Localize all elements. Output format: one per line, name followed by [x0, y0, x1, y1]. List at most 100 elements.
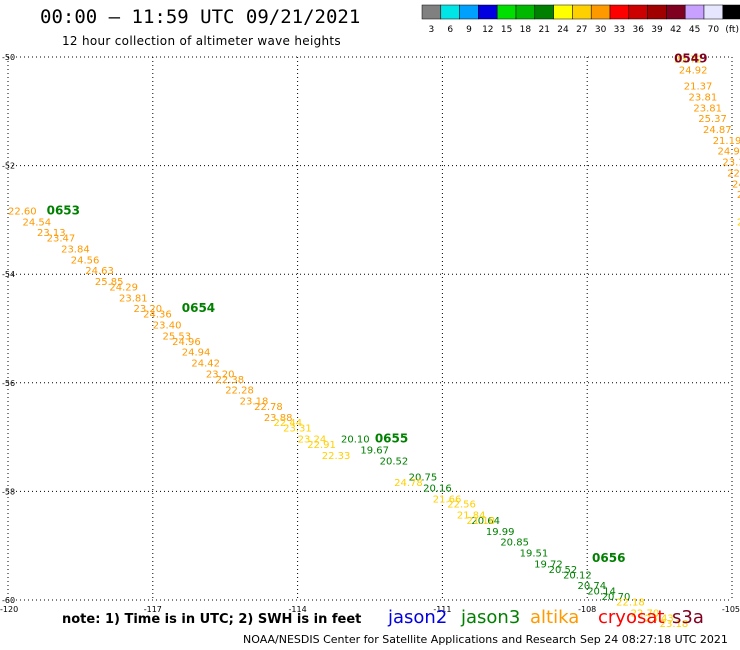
swh-value-label: 21.18 [467, 516, 496, 527]
swh-value-label: 25.37 [698, 114, 727, 125]
swh-value-label: 24.78 [394, 478, 423, 489]
page-title: 00:00 – 11:59 UTC 09/21/2021 [40, 6, 361, 28]
pass-number-label: 0549 [674, 51, 707, 65]
swh-value-label: 20.10 [341, 435, 370, 446]
swh-value-label: 22.43 [727, 168, 740, 179]
swh-value-label: 24.94 [182, 348, 211, 359]
lon-tick-label: -111 [433, 605, 451, 614]
colorbar-label: 39 [651, 25, 663, 35]
swh-value-label: 19.51 [520, 549, 549, 560]
swh-value-label: 23.18 [240, 397, 269, 408]
lon-tick-label: -117 [144, 605, 162, 614]
lon-tick-label: -120 [0, 605, 18, 614]
swh-value-label: 24.92 [679, 65, 708, 76]
page-subtitle: 12 hour collection of altimeter wave hei… [62, 34, 341, 48]
lon-tick-label: -114 [289, 605, 307, 614]
colorbar-label: 12 [482, 25, 493, 35]
swh-value-label: 23.13 [37, 228, 66, 239]
colorbar-label: 24 [557, 25, 569, 35]
colorbar-label: 27 [576, 25, 587, 35]
swh-value-label: 23.40 [153, 321, 182, 332]
swh-value-label: 22.70 [631, 608, 660, 619]
pass-number-label: 0656 [592, 551, 625, 565]
color-scale-legend: 3 6 9 12 15 18 21 24 27 30 33 36 39 42 45 70 (ft) [421, 4, 740, 35]
colorbar-label: (ft) [725, 25, 739, 35]
legend-s3a: s3a [672, 607, 704, 628]
swh-value-label: 23.81 [689, 92, 718, 103]
swh-value-label: 24.54 [22, 217, 51, 228]
swh-value-label: 23.43 [645, 614, 674, 625]
legend-altika: altika [530, 607, 580, 628]
footer-timestamp: Sep 24 08:27:18 UTC 2021 [580, 633, 728, 646]
swh-value-label: 20.52 [380, 456, 409, 467]
swh-value-label: 21.66 [433, 494, 462, 505]
swh-value-label: 22.38 [216, 375, 245, 386]
swh-value-label: 20.52 [549, 565, 578, 576]
swh-value-label: 20.12 [563, 570, 592, 581]
colorbar-label: 6 [447, 25, 453, 35]
colorbar-swatch [722, 4, 740, 20]
swh-value-label: 23.81 [693, 103, 722, 114]
swh-value-label: 22.60 [8, 206, 37, 217]
swh-value-label: 24.96 [172, 337, 201, 348]
note-text: note: 1) Time is in UTC; 2) SWH is in fe… [62, 612, 362, 627]
swh-value-label: 20.14 [587, 587, 616, 598]
swh-value-label: 24.87 [703, 125, 732, 136]
pass-number-label: 0653 [47, 203, 80, 217]
swh-value-label: 24.56 [71, 255, 100, 266]
lon-tick-label: -108 [578, 605, 596, 614]
swh-value-label: 24.29 [109, 282, 138, 293]
swh-value-label: 24.09 [737, 190, 740, 201]
colorbar-label: 9 [466, 25, 472, 35]
colorbar-label: 21 [538, 25, 549, 35]
colorbar-label: 3 [429, 25, 435, 35]
swh-value-label: 23.18 [660, 619, 689, 630]
colorbar-label: 18 [520, 25, 532, 35]
swh-value-label: 20.75 [409, 473, 438, 484]
pass-number-label: 0655 [375, 432, 408, 446]
series-altika: 22.6024.5423.1323.4723.8424.5624.6325.85… [8, 65, 740, 424]
swh-value-label: 20.64 [471, 516, 500, 527]
colorbar-label: 42 [670, 25, 681, 35]
swh-value-label: 19.67 [360, 445, 389, 456]
swh-value-label: 24.63 [85, 266, 114, 277]
colorbar-label: 30 [595, 25, 607, 35]
pass-number-label: 0654 [182, 301, 215, 315]
swh-value-label: 24.36 [143, 310, 172, 321]
swh-value-label: 23.24 [298, 435, 327, 446]
swh-value-label: 21.37 [684, 82, 713, 93]
swh-value-label: 24.42 [191, 359, 220, 370]
swh-value-label: 22.78 [254, 402, 283, 413]
lat-tick-label: -58 [2, 487, 15, 496]
swh-value-label: 23.20 [133, 304, 162, 315]
swh-value-label: 25.53 [162, 331, 191, 342]
swh-value-label: 24.05 [732, 179, 740, 190]
lat-tick-label: -60 [2, 596, 15, 605]
legend-jason3: jason3 [461, 607, 521, 628]
swh-value-label: 22.56 [447, 500, 476, 511]
swh-value-label: 22.44 [273, 418, 302, 429]
lat-tick-label: -50 [2, 53, 15, 62]
swh-value-label: 23.84 [737, 217, 740, 228]
swh-value-label: 21.84 [457, 511, 486, 522]
swh-value-label: 23.31 [283, 424, 312, 435]
map-grid [7, 56, 733, 601]
colorbar-label: 45 [689, 25, 700, 35]
swh-value-label: 22.28 [225, 386, 254, 397]
swh-value-label: 23.88 [264, 413, 293, 424]
swh-value-label: 20.70 [602, 592, 631, 603]
swh-value-label: 25.85 [95, 277, 124, 288]
lat-tick-label: -54 [2, 270, 15, 279]
legend-jason2: jason2 [388, 607, 448, 628]
swh-value-label: 20.74 [578, 581, 607, 592]
swh-value-label: 20.85 [500, 538, 529, 549]
swh-value-label: 23.84 [61, 244, 90, 255]
swh-value-label: 22.33 [322, 451, 351, 462]
swh-value-label: 21.19 [713, 136, 740, 147]
swh-value-label: 23.18 [722, 158, 740, 169]
swh-value-label: 23.20 [206, 369, 235, 380]
swh-value-label: 22.91 [307, 440, 336, 451]
lat-tick-label: -52 [2, 162, 15, 171]
